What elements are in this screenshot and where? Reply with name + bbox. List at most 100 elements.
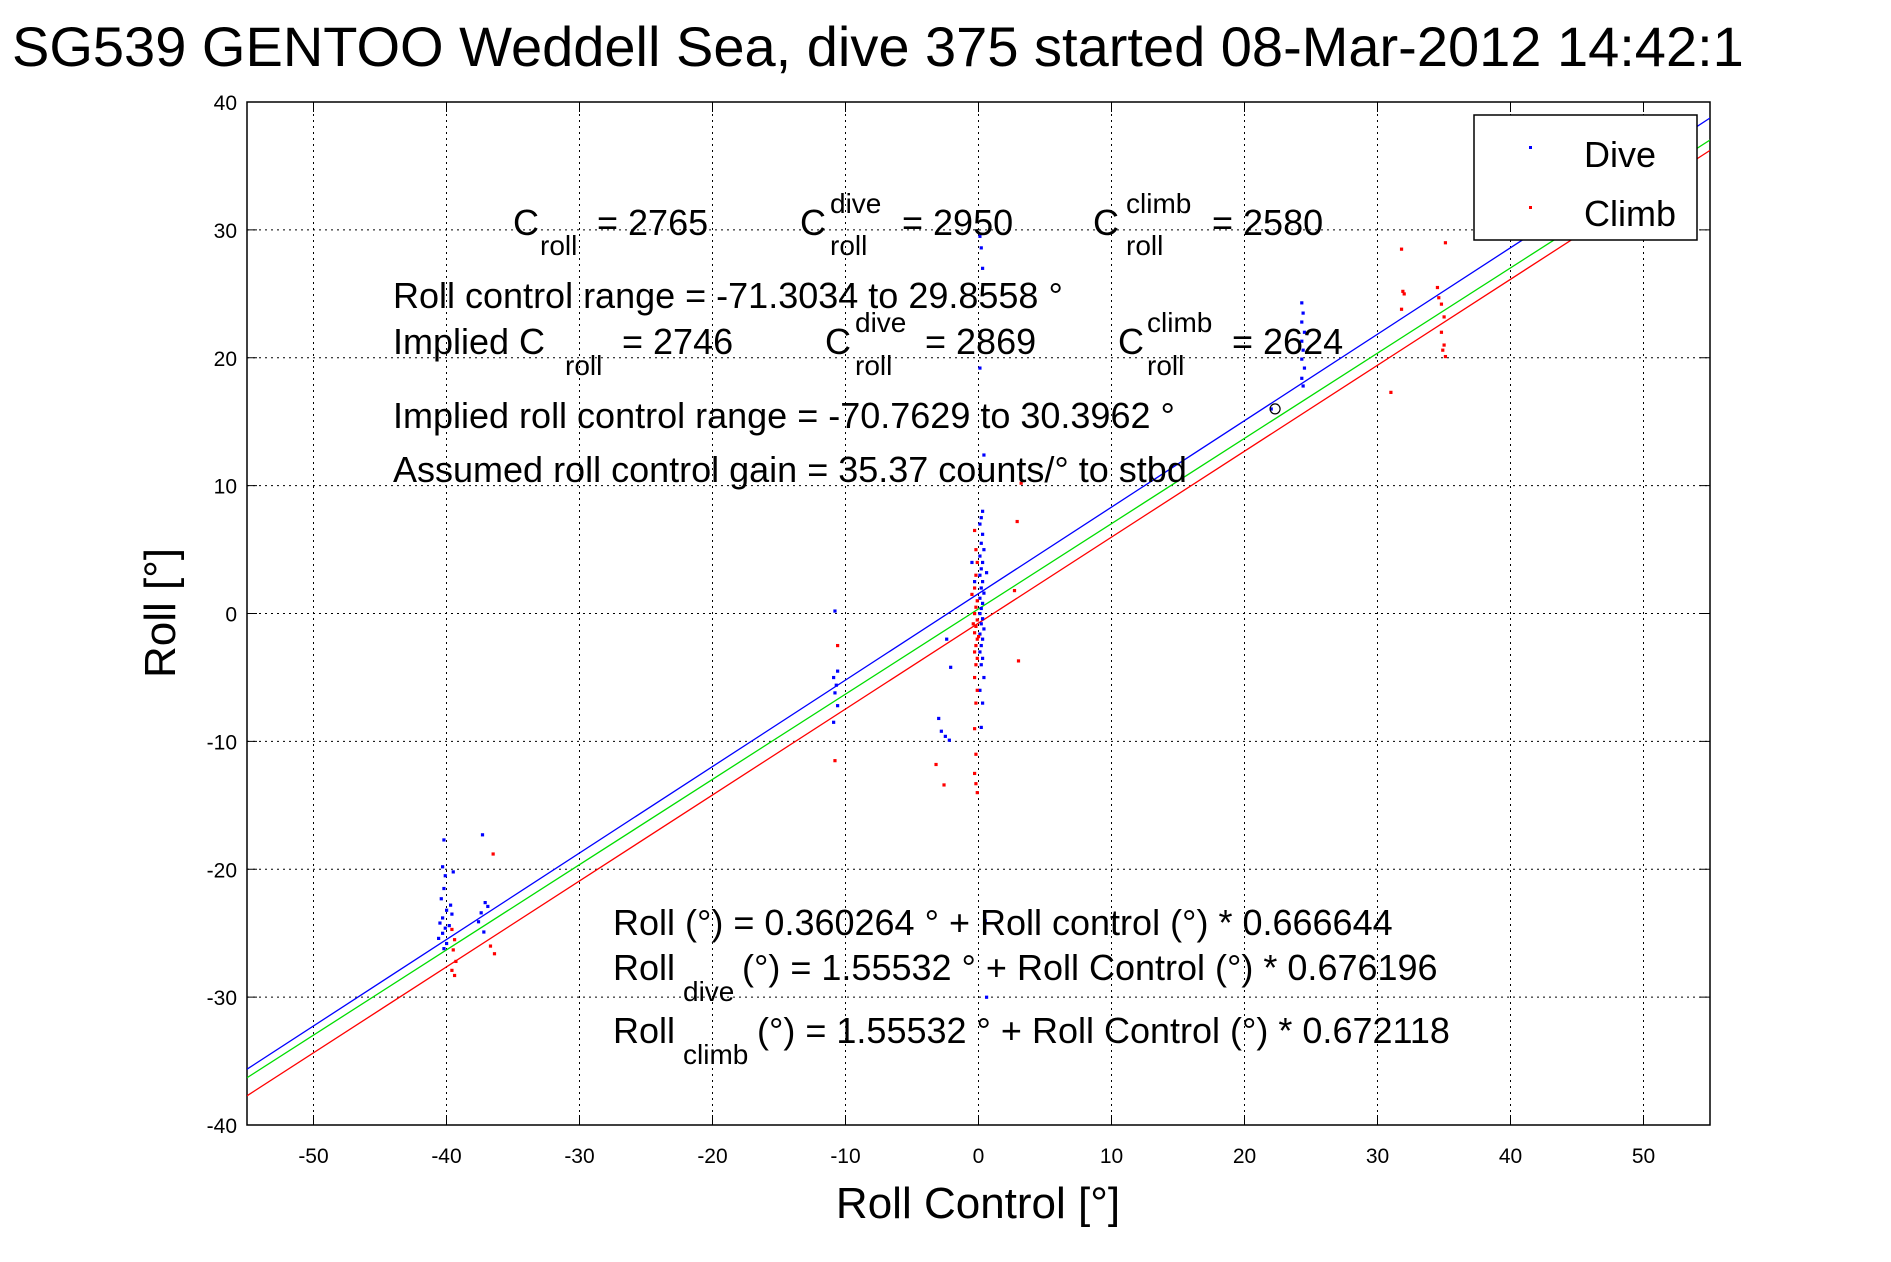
- point-dive: [982, 627, 986, 631]
- point-dive: [832, 675, 836, 680]
- point-dive: [982, 453, 986, 457]
- point-dive: [476, 920, 481, 924]
- point-climb: [1439, 330, 1444, 334]
- implied-c-roll-sub: roll: [565, 350, 602, 381]
- axis-ticks: -50 -40 -30 -20 -10 0 10 20 30 40 50 -40 -30 -20 -10 0 1…: [207, 92, 1710, 1168]
- point-climb: [973, 727, 977, 731]
- point-dive: [980, 617, 985, 621]
- point-dive: [447, 924, 451, 928]
- legend-dive-marker: [1529, 146, 1532, 149]
- point-dive: [486, 904, 490, 909]
- y-tick-label: -40: [207, 1115, 237, 1138]
- point-dive: [973, 580, 977, 584]
- point-dive: [482, 930, 486, 934]
- point-climb: [488, 944, 493, 948]
- point-dive: [970, 560, 974, 565]
- c-roll-dive-sup: dive: [830, 188, 881, 219]
- degree-circle-marker: [1269, 403, 1281, 415]
- x-tick-label: -50: [298, 1145, 328, 1168]
- point-climb: [1442, 315, 1446, 319]
- point-climb: [973, 612, 977, 616]
- point-climb: [1019, 481, 1023, 485]
- point-climb: [1439, 302, 1444, 306]
- implied-range: Implied roll control range = -70.7629 to…: [393, 395, 1175, 436]
- point-dive: [984, 571, 989, 575]
- point-dive: [980, 560, 985, 565]
- point-dive: [443, 926, 447, 930]
- point-dive: [448, 903, 453, 907]
- x-axis-label: Roll Control [°]: [836, 1179, 1120, 1228]
- point-climb: [975, 618, 979, 622]
- y-tick-label: 10: [214, 476, 237, 499]
- point-dive: [836, 669, 840, 673]
- equation-dive-rest: (°) = 1.55532 ° + Roll Control (°) * 0.6…: [742, 947, 1438, 988]
- point-dive: [1300, 301, 1304, 305]
- c-roll-letter: C: [513, 202, 539, 243]
- point-dive: [980, 580, 985, 584]
- implied-dive-sup: dive: [855, 307, 906, 338]
- point-climb: [492, 952, 497, 956]
- point-dive: [1302, 366, 1307, 370]
- x-tick-label: 0: [973, 1145, 985, 1168]
- point-dive: [443, 874, 447, 878]
- y-tick-label: 30: [214, 220, 237, 243]
- y-tick-label: 40: [214, 92, 237, 115]
- point-dive: [978, 522, 982, 526]
- y-tick-label: 20: [214, 348, 237, 371]
- y-axis-label: Roll [°]: [136, 548, 185, 678]
- point-dive: [943, 734, 947, 738]
- point-dive: [445, 908, 449, 912]
- point-dive: [1300, 320, 1304, 324]
- point-climb: [1442, 343, 1446, 347]
- point-dive: [1300, 376, 1304, 380]
- y-tick-label: -10: [207, 731, 237, 754]
- x-tick-label: 10: [1100, 1145, 1123, 1168]
- legend-dive-label: Dive: [1584, 134, 1656, 175]
- point-climb: [974, 548, 978, 552]
- point-dive: [442, 886, 446, 891]
- point-dive: [979, 541, 983, 545]
- point-climb: [942, 783, 946, 787]
- x-tick-label: 40: [1499, 1145, 1522, 1168]
- point-dive: [1301, 311, 1305, 315]
- implied-climb-value: = 2624: [1232, 321, 1343, 362]
- point-dive: [978, 234, 982, 238]
- fit-line-dive: [247, 117, 1710, 1070]
- point-dive: [979, 586, 983, 590]
- x-tick-label: 50: [1632, 1145, 1655, 1168]
- point-dive: [483, 900, 487, 905]
- equation-climb-sub: climb: [683, 1039, 748, 1070]
- legend-climb-label: Climb: [1584, 193, 1676, 234]
- implied-dive-sub: roll: [855, 350, 892, 381]
- point-climb: [974, 624, 978, 628]
- point-climb: [970, 592, 974, 597]
- legend-box: [1473, 114, 1698, 241]
- point-climb: [973, 586, 977, 590]
- fit-lines: [247, 117, 1710, 1097]
- point-climb: [1016, 659, 1021, 663]
- point-climb: [975, 637, 979, 641]
- point-dive: [980, 509, 985, 513]
- point-climb: [975, 599, 979, 603]
- point-dive: [979, 622, 983, 626]
- implied-c-roll-value: = 2746: [622, 321, 733, 362]
- point-climb: [977, 635, 981, 639]
- roll-control-range: Roll control range = -71.3034 to 29.8558…: [393, 275, 1063, 316]
- point-dive: [480, 833, 485, 837]
- point-dive: [451, 870, 455, 874]
- point-climb: [1402, 292, 1406, 296]
- point-climb: [973, 675, 977, 680]
- x-tick-label: -10: [830, 1145, 860, 1168]
- point-dive: [437, 936, 441, 941]
- point-dive: [450, 912, 454, 916]
- point-dive: [939, 729, 943, 733]
- point-dive: [984, 995, 989, 999]
- point-dive: [982, 548, 986, 552]
- point-dive: [979, 567, 983, 571]
- point-dive: [979, 725, 983, 730]
- point-dive: [978, 596, 982, 600]
- point-dive: [980, 266, 985, 270]
- y-tick-label: -30: [207, 987, 237, 1010]
- c-roll-climb-value: = 2580: [1212, 202, 1323, 243]
